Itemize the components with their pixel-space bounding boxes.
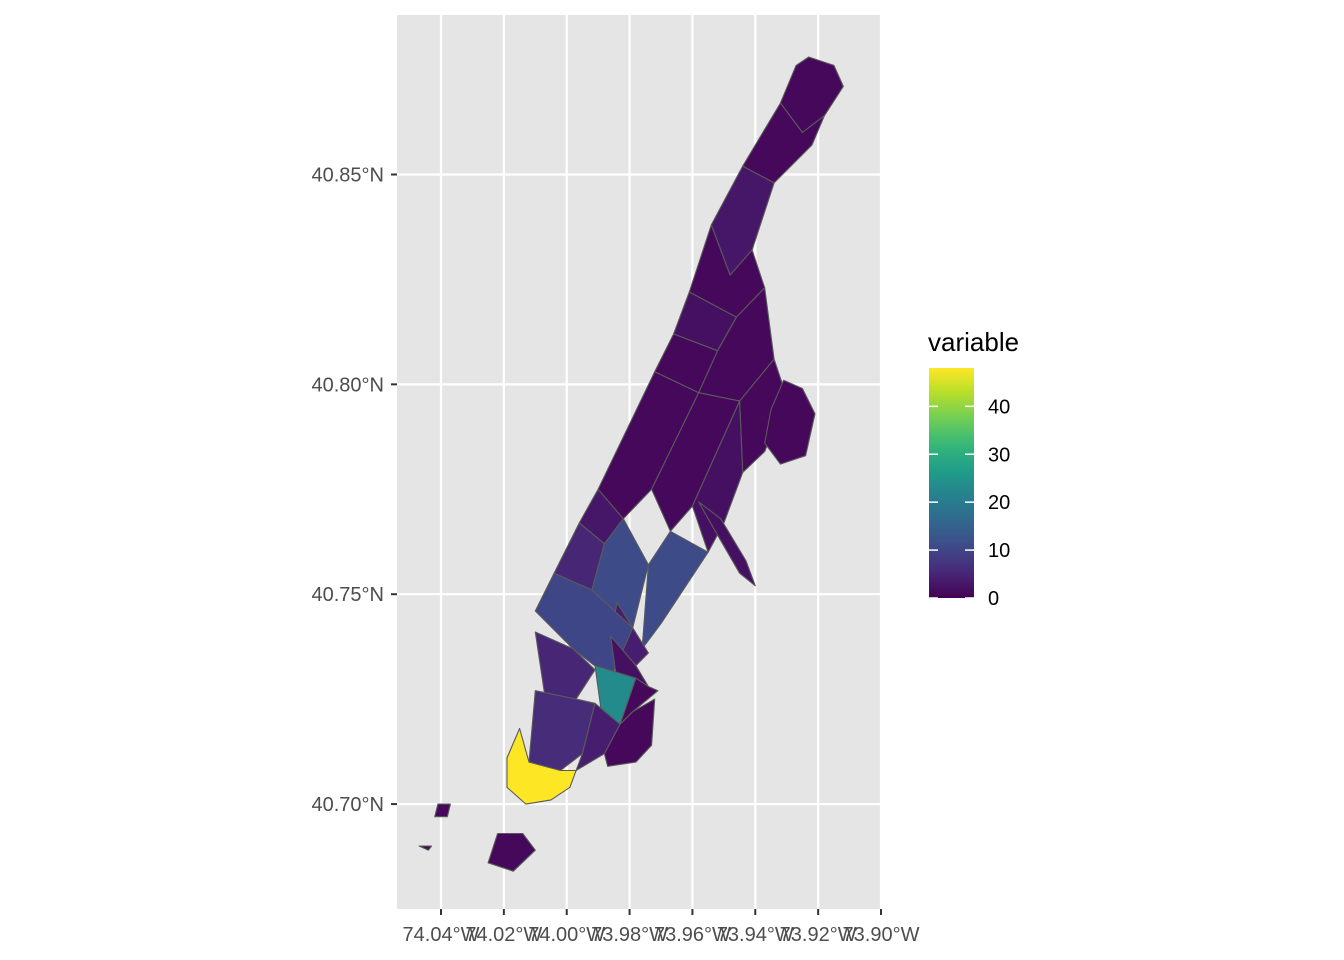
x-tick-label: 73.98°W [591, 924, 668, 946]
region-stuyvesant-town [619, 677, 659, 725]
region-ellis-island [434, 803, 451, 818]
region-governors-island [487, 832, 536, 872]
x-tick-label: 73.94°W [717, 924, 794, 946]
legend-break-label: 20 [988, 492, 1010, 514]
legend-break-label: 30 [988, 444, 1010, 466]
x-tick-label: 74.02°W [465, 924, 542, 946]
region-randalls-island [764, 379, 816, 465]
region-liberty-island [418, 845, 433, 851]
region-roosevelt-island [698, 501, 756, 587]
legend-break-label: 10 [988, 540, 1010, 562]
region-west-village [534, 631, 596, 700]
x-tick-label: 74.00°W [528, 924, 605, 946]
axes: 40.70°N 40.75°N 40.80°N 40.85°N 74.04°W74.02… [312, 164, 920, 946]
region-lower-east-side [603, 698, 656, 767]
x-tick-label: 73.90°W [843, 924, 920, 946]
y-tick-label: 40.80°N [312, 374, 385, 396]
region-financial-district [506, 727, 577, 805]
y-tick-label: 40.85°N [312, 164, 385, 186]
region-upper-east-side [691, 400, 744, 553]
x-tick-label: 74.04°W [403, 924, 480, 946]
legend: variable 0 10 20 30 40 [928, 327, 1019, 610]
x-tick-label: 73.96°W [654, 924, 731, 946]
legend-title: variable [928, 327, 1019, 357]
legend-break-label: 40 [988, 396, 1010, 418]
legend-break-label: 0 [988, 588, 999, 610]
x-tick-label: 73.92°W [780, 924, 857, 946]
region-turtle-bay [641, 530, 709, 650]
y-tick-label: 40.70°N [312, 794, 385, 816]
y-tick-label: 40.75°N [312, 584, 385, 606]
map-regions [418, 56, 844, 872]
legend-colorbar [929, 368, 974, 598]
